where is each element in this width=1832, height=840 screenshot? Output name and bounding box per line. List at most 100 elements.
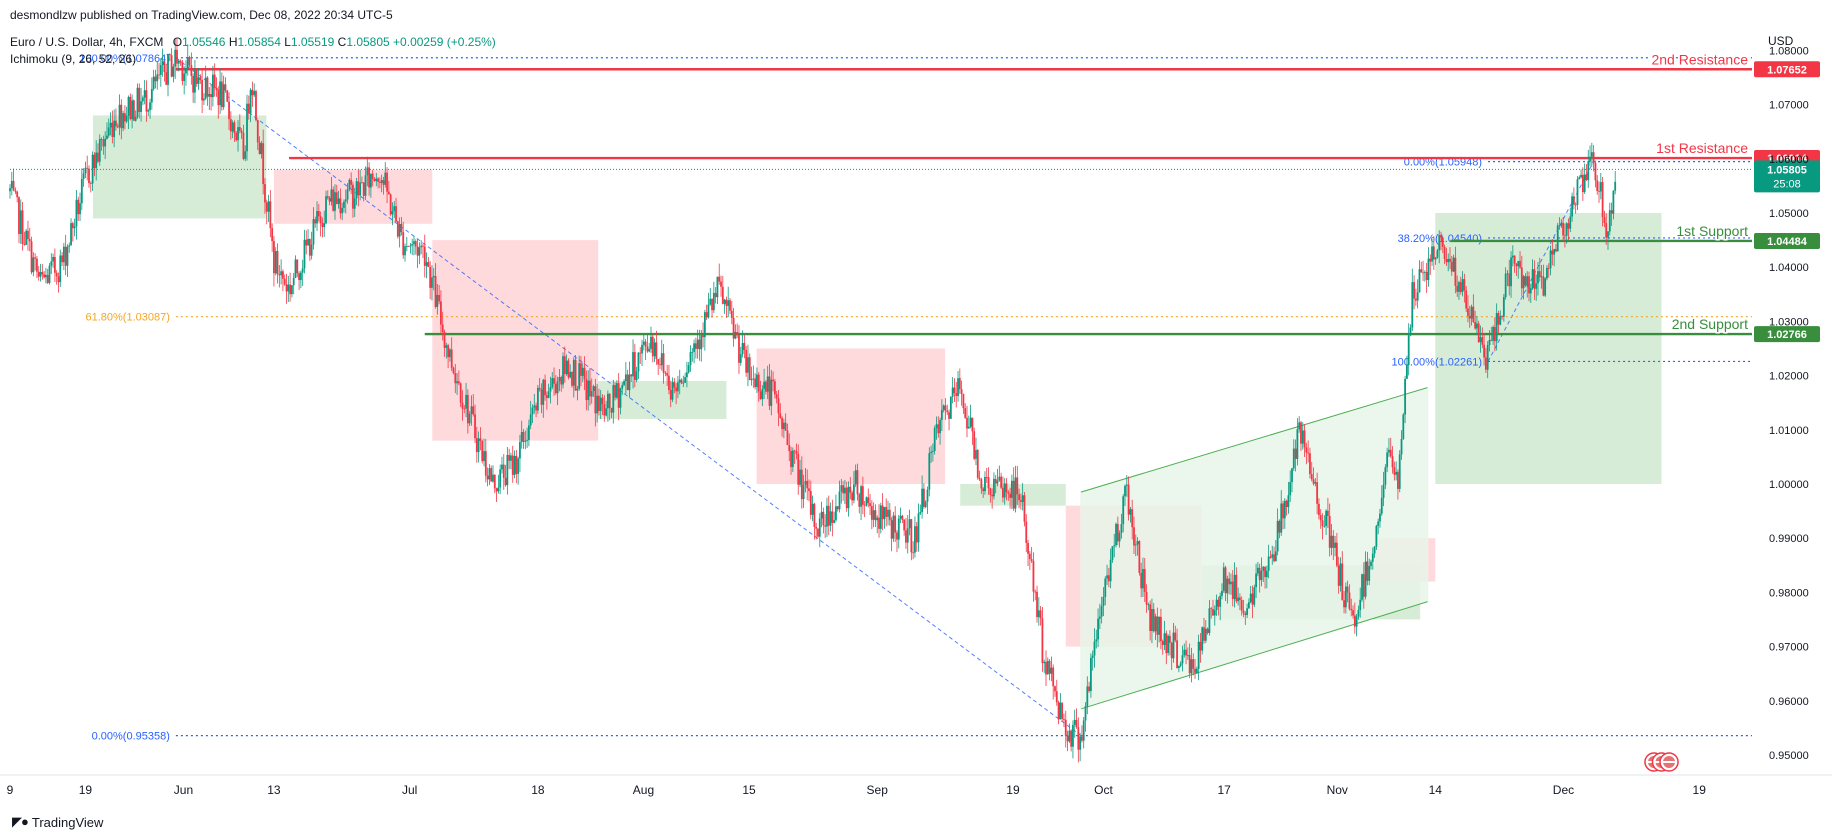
candle-body bbox=[1244, 613, 1247, 615]
candle bbox=[1208, 600, 1211, 636]
candle bbox=[422, 243, 424, 259]
tradingview-brand[interactable]: ◤● TradingView bbox=[12, 814, 103, 830]
candle-body bbox=[547, 391, 550, 398]
candle-body bbox=[359, 182, 362, 196]
candle-body bbox=[978, 477, 981, 480]
cloud-segment bbox=[432, 240, 599, 441]
candle bbox=[1452, 254, 1455, 273]
candle-body bbox=[233, 122, 236, 133]
candle bbox=[1300, 420, 1302, 451]
candle bbox=[1039, 605, 1042, 626]
candle-body bbox=[1002, 487, 1004, 498]
candle bbox=[1280, 490, 1283, 536]
candle-body bbox=[472, 406, 475, 415]
candle bbox=[1341, 551, 1344, 601]
candle-body bbox=[1472, 306, 1475, 323]
candle bbox=[793, 449, 796, 464]
candle-body bbox=[903, 519, 906, 531]
candle bbox=[256, 119, 259, 151]
candle bbox=[1002, 476, 1004, 503]
candle bbox=[1344, 582, 1347, 614]
candle bbox=[1337, 556, 1340, 594]
candle-body bbox=[154, 76, 157, 82]
candle bbox=[775, 390, 778, 404]
candle bbox=[456, 372, 458, 395]
candle-body bbox=[1318, 503, 1320, 516]
candle-body bbox=[1294, 448, 1297, 459]
candle-body bbox=[1145, 591, 1148, 605]
candle-body bbox=[237, 127, 239, 141]
candle-body bbox=[1292, 448, 1295, 469]
candle-body bbox=[362, 182, 365, 196]
candle-body bbox=[1343, 600, 1345, 608]
candle-body bbox=[538, 387, 541, 390]
candle bbox=[1493, 317, 1496, 352]
candle bbox=[508, 448, 511, 470]
candle bbox=[1249, 585, 1252, 604]
candle bbox=[1479, 325, 1482, 353]
candle bbox=[860, 484, 862, 521]
candle-body bbox=[861, 486, 864, 505]
candle bbox=[217, 86, 220, 119]
candle bbox=[693, 339, 695, 364]
candle bbox=[1176, 628, 1178, 669]
candle-body bbox=[879, 505, 882, 529]
candle bbox=[1353, 602, 1356, 634]
candle bbox=[1230, 573, 1232, 595]
candle bbox=[122, 110, 125, 132]
candle bbox=[759, 380, 762, 400]
candle bbox=[836, 505, 839, 512]
candle bbox=[310, 231, 313, 260]
candle-body bbox=[707, 304, 710, 318]
candle bbox=[1156, 607, 1159, 648]
candle-body bbox=[1165, 633, 1168, 654]
candle-body bbox=[1219, 595, 1222, 607]
candle bbox=[989, 487, 992, 503]
candle bbox=[125, 106, 128, 124]
candle-body bbox=[976, 450, 979, 478]
candle-body bbox=[190, 65, 193, 76]
candle bbox=[1262, 566, 1265, 583]
candle bbox=[1513, 255, 1516, 273]
candle-body bbox=[301, 268, 304, 273]
candle bbox=[1598, 181, 1600, 203]
candle bbox=[1379, 508, 1381, 528]
candle-body bbox=[612, 385, 615, 413]
candle bbox=[1312, 467, 1315, 486]
candle-body bbox=[1212, 609, 1214, 616]
candle bbox=[1427, 247, 1430, 287]
candle bbox=[942, 404, 945, 413]
candle-body bbox=[1274, 551, 1277, 562]
candle bbox=[861, 476, 864, 515]
candle-body bbox=[398, 223, 401, 237]
candle bbox=[55, 270, 58, 285]
candle bbox=[1224, 565, 1227, 602]
candle bbox=[393, 201, 396, 218]
candle bbox=[978, 470, 981, 481]
candle bbox=[1580, 169, 1582, 179]
candle-body bbox=[729, 300, 731, 311]
candle-body bbox=[1319, 515, 1322, 521]
candle bbox=[59, 249, 62, 288]
candle-body bbox=[542, 379, 545, 405]
candle-body bbox=[1610, 210, 1613, 214]
candle-body bbox=[991, 494, 994, 497]
candle bbox=[1533, 260, 1536, 300]
candle-body bbox=[1327, 510, 1329, 516]
candle-body bbox=[492, 474, 494, 482]
candle bbox=[1522, 274, 1525, 300]
candle-body bbox=[635, 371, 638, 381]
candle bbox=[312, 207, 315, 250]
indicator-legend[interactable]: Ichimoku (9, 26, 52, 26) bbox=[10, 52, 137, 66]
candle-body bbox=[380, 180, 383, 183]
candle-body bbox=[515, 455, 518, 474]
candle-body bbox=[21, 210, 24, 244]
candle bbox=[569, 364, 572, 379]
candle bbox=[827, 495, 830, 536]
candle bbox=[448, 348, 451, 362]
candle bbox=[892, 511, 895, 542]
candle-body bbox=[1143, 568, 1146, 592]
candle-body bbox=[368, 167, 371, 188]
candle-body bbox=[1134, 544, 1137, 546]
